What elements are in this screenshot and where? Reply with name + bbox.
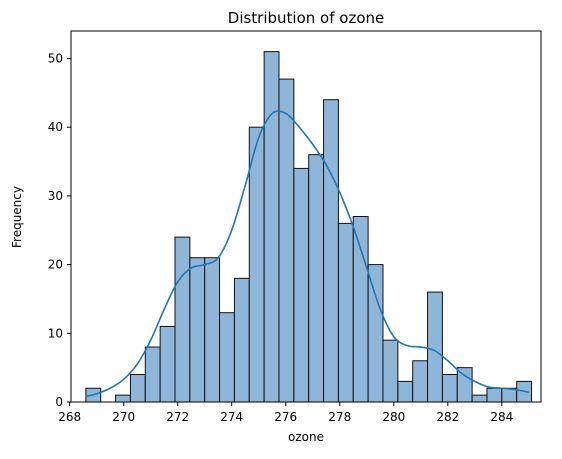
histogram-bar: [501, 387, 518, 403]
histogram-bar: [115, 394, 131, 403]
histogram-bar: [323, 99, 339, 403]
histogram-bar: [427, 291, 443, 403]
histogram-bar: [412, 360, 429, 403]
y-tick-label: 10: [48, 326, 63, 340]
histogram-bar: [248, 126, 265, 403]
histogram-bar: [278, 78, 295, 403]
x-tick-label: 268: [58, 410, 81, 424]
x-tick-label: 282: [436, 410, 459, 424]
kde-curve: [85, 110, 530, 398]
histogram-bar: [129, 374, 146, 403]
histogram-bar: [456, 367, 473, 403]
histogram-bar: [233, 277, 250, 403]
x-tick-label: 280: [382, 410, 405, 424]
y-axis: 0 10 20 30 40 50: [48, 51, 71, 409]
x-tick-label: 272: [166, 410, 189, 424]
y-tick-label: 40: [48, 120, 63, 134]
y-tick-label: 50: [48, 51, 63, 65]
histogram-bar: [367, 264, 384, 403]
x-axis-label: ozone: [288, 430, 324, 444]
chart-title: Distribution of ozone: [228, 9, 384, 27]
histogram-bar: [219, 312, 235, 403]
histogram-bar: [308, 154, 325, 403]
x-tick-label: 274: [220, 410, 243, 424]
histogram-bar: [382, 339, 399, 403]
histogram-bar: [174, 236, 191, 403]
histogram-bar: [337, 222, 354, 403]
x-axis: 268 270 272 274 276 278 280 282 284: [58, 402, 513, 424]
histogram-bar: [204, 257, 221, 403]
x-tick-label: 276: [274, 410, 297, 424]
histogram-bar: [293, 167, 310, 403]
histogram-bars: [85, 51, 533, 403]
histogram-bar: [189, 257, 206, 403]
histogram-bar: [397, 380, 414, 403]
histogram-bar: [352, 216, 369, 403]
y-tick-label: 20: [48, 258, 63, 272]
histogram-bar: [263, 51, 280, 403]
histogram-bar: [486, 387, 503, 403]
x-tick-label: 278: [328, 410, 351, 424]
histogram-bar: [471, 394, 488, 403]
y-axis-label: Frequency: [10, 186, 24, 248]
x-tick-label: 270: [112, 410, 135, 424]
histogram-bar: [441, 374, 458, 403]
y-tick-label: 0: [55, 395, 63, 409]
histogram-bar: [144, 346, 161, 403]
plot-frame: [70, 30, 542, 403]
y-tick-label: 30: [48, 189, 63, 203]
x-tick-label: 284: [490, 410, 513, 424]
histogram-bar: [159, 325, 176, 403]
